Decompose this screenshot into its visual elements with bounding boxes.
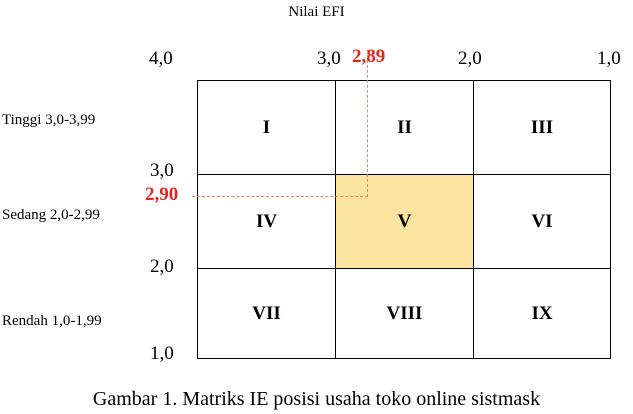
top-tick-2: 2,0	[458, 48, 482, 69]
cell-v-highlighted: V	[336, 175, 474, 269]
row-label-medium: Sedang 2,0-2,99	[2, 207, 100, 223]
row-label-low: Rendah 1,0-1,99	[2, 313, 102, 329]
cell-vi: VI	[474, 175, 610, 269]
ife-dashed-guide	[192, 196, 368, 197]
cell-iii: III	[474, 81, 610, 175]
ife-value-marker: 2,90	[145, 184, 179, 205]
efi-value-marker: 2,89	[352, 46, 386, 67]
top-tick-4: 4,0	[149, 48, 173, 69]
cell-i: I	[198, 81, 336, 175]
cell-ix: IX	[531, 302, 553, 324]
efi-dashed-guide	[367, 50, 368, 197]
cell-viii: VIII	[336, 269, 474, 358]
cell-ii: II	[336, 81, 474, 175]
left-tick-3: 3,0	[150, 160, 174, 181]
top-tick-3: 3,0	[317, 48, 341, 69]
left-tick-1: 1,0	[150, 343, 174, 364]
figure-caption: Gambar 1. Matriks IE posisi usaha toko o…	[92, 388, 541, 410]
cell-iv: IV	[198, 175, 336, 269]
top-tick-1: 1,0	[597, 48, 621, 69]
ie-matrix-grid: I II III IV V VI VII VIII IX	[197, 80, 611, 359]
x-axis-title: Nilai EFI	[288, 4, 345, 20]
left-tick-2: 2,0	[150, 256, 174, 277]
cell-vii: VII	[198, 269, 336, 358]
row-label-high: Tinggi 3,0-3,99	[2, 112, 96, 128]
